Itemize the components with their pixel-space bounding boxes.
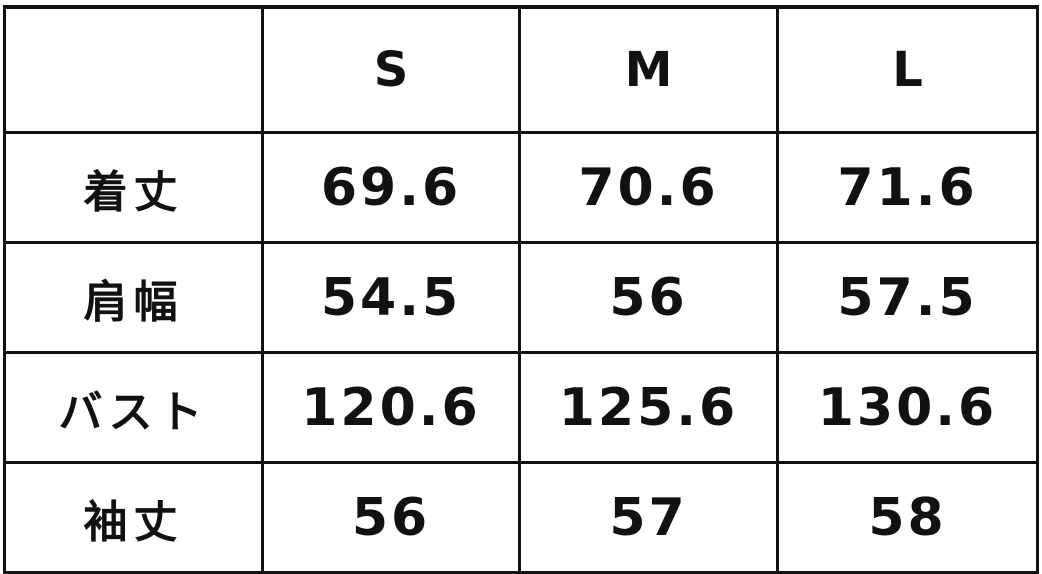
- header-corner: [3, 5, 264, 134]
- table-row: 着丈 69.6 70.6 71.6: [3, 131, 1039, 244]
- table-row: 袖丈 56 57 58: [3, 461, 1039, 574]
- header-row: S M L: [3, 5, 1039, 134]
- cell-value: 69.6: [261, 131, 521, 244]
- cell-value: 58: [776, 461, 1039, 574]
- table-row: バスト 120.6 125.6 130.6: [3, 351, 1039, 464]
- row-label: バスト: [3, 351, 264, 464]
- cell-value: 56: [518, 241, 779, 354]
- table-row: 肩幅 54.5 56 57.5: [3, 241, 1039, 354]
- cell-value: 125.6: [518, 351, 779, 464]
- cell-value: 130.6: [776, 351, 1039, 464]
- row-label: 着丈: [3, 131, 264, 244]
- header-size-m: M: [518, 5, 779, 134]
- cell-value: 70.6: [518, 131, 779, 244]
- size-chart-table: S M L 着丈 69.6 70.6 71.6 肩幅 54.5 56 57.5 …: [3, 5, 1039, 574]
- row-label: 袖丈: [3, 461, 264, 574]
- cell-value: 71.6: [776, 131, 1039, 244]
- cell-value: 120.6: [261, 351, 521, 464]
- cell-value: 56: [261, 461, 521, 574]
- header-size-s: S: [261, 5, 521, 134]
- cell-value: 57.5: [776, 241, 1039, 354]
- cell-value: 57: [518, 461, 779, 574]
- header-size-l: L: [776, 5, 1039, 134]
- cell-value: 54.5: [261, 241, 521, 354]
- row-label: 肩幅: [3, 241, 264, 354]
